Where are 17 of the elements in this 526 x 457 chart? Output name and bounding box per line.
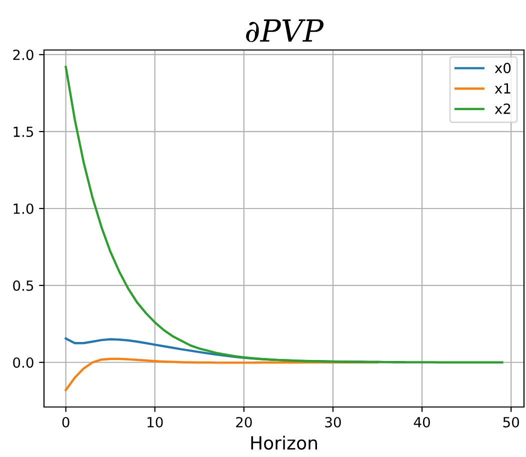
x-tick-label: 20 bbox=[236, 416, 252, 428]
x-tick-label: 30 bbox=[325, 416, 341, 428]
y-tick-label: 1.5 bbox=[14, 126, 34, 138]
x-axis-title: Horizon bbox=[251, 436, 317, 450]
y-tick-label: 0.5 bbox=[13, 280, 34, 291]
x-tick-label: 10 bbox=[148, 416, 163, 428]
x-tick-label: 40 bbox=[414, 416, 430, 428]
legend-label: x1 bbox=[494, 83, 510, 94]
y-tick-label: 2.0 bbox=[13, 50, 34, 60]
x-tick-label: 0 bbox=[62, 416, 70, 428]
x-tick-label: 50 bbox=[503, 416, 519, 428]
legend-label: x2 bbox=[494, 104, 510, 114]
legend-label: x0 bbox=[494, 62, 511, 74]
chart-title: ∂PVP bbox=[246, 19, 324, 42]
y-tick-label: 1.0 bbox=[14, 203, 34, 214]
line-series bbox=[64, 358, 379, 392]
y-tick-label: 0.0 bbox=[13, 357, 34, 368]
